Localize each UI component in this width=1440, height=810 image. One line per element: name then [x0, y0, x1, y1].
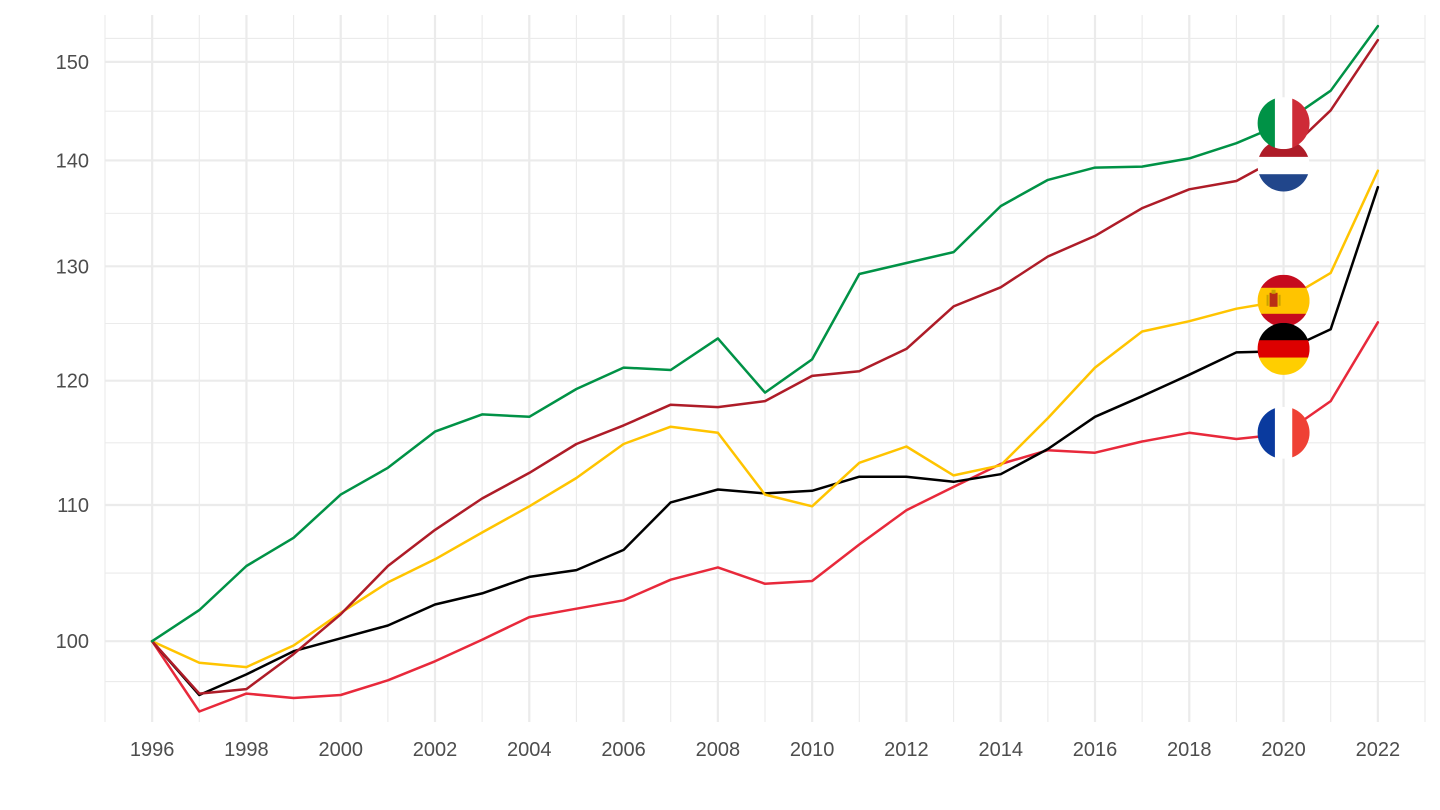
- series-line-italy: [150, 24, 1380, 643]
- x-tick-label: 2018: [1167, 739, 1212, 761]
- x-tick-label: 2022: [1356, 739, 1401, 761]
- x-tick-label: 2008: [696, 739, 741, 761]
- series-line-netherlands: [150, 38, 1380, 695]
- x-tick-label: 2010: [790, 739, 835, 761]
- series-line-france: [150, 321, 1380, 713]
- flag-marker-spain: [1257, 274, 1310, 327]
- x-tick-label: 1998: [224, 739, 269, 761]
- x-tick-label: 2006: [601, 739, 646, 761]
- flag-marker-france: [1257, 406, 1310, 459]
- y-tick-label: 130: [56, 256, 89, 278]
- x-tick-label: 1996: [130, 739, 175, 761]
- y-axis: 100 110 120 130 140 150: [56, 52, 89, 653]
- x-tick-label: 2002: [413, 739, 458, 761]
- series-lines: [150, 24, 1380, 713]
- x-tick-label: 2004: [507, 739, 552, 761]
- y-tick-label: 120: [56, 371, 89, 393]
- flag-marker-germany: [1257, 322, 1310, 375]
- series-line-spain: [150, 169, 1380, 669]
- x-tick-label: 2020: [1261, 739, 1306, 761]
- y-tick-label: 140: [56, 150, 89, 172]
- x-tick-label: 2016: [1073, 739, 1118, 761]
- x-tick-label: 2000: [318, 739, 363, 761]
- x-tick-label: 2014: [978, 739, 1023, 761]
- flag-markers: [1257, 97, 1310, 459]
- grid: [104, 15, 1426, 722]
- flag-marker-italy: [1257, 97, 1310, 150]
- x-tick-label: 2012: [884, 739, 929, 761]
- y-tick-label: 110: [57, 495, 89, 517]
- y-tick-label: 100: [56, 631, 89, 653]
- y-tick-label: 150: [56, 52, 89, 74]
- x-axis: 1996 1998 2000 2002 2004 2006 2008 2010 2012 2014…: [130, 739, 1400, 761]
